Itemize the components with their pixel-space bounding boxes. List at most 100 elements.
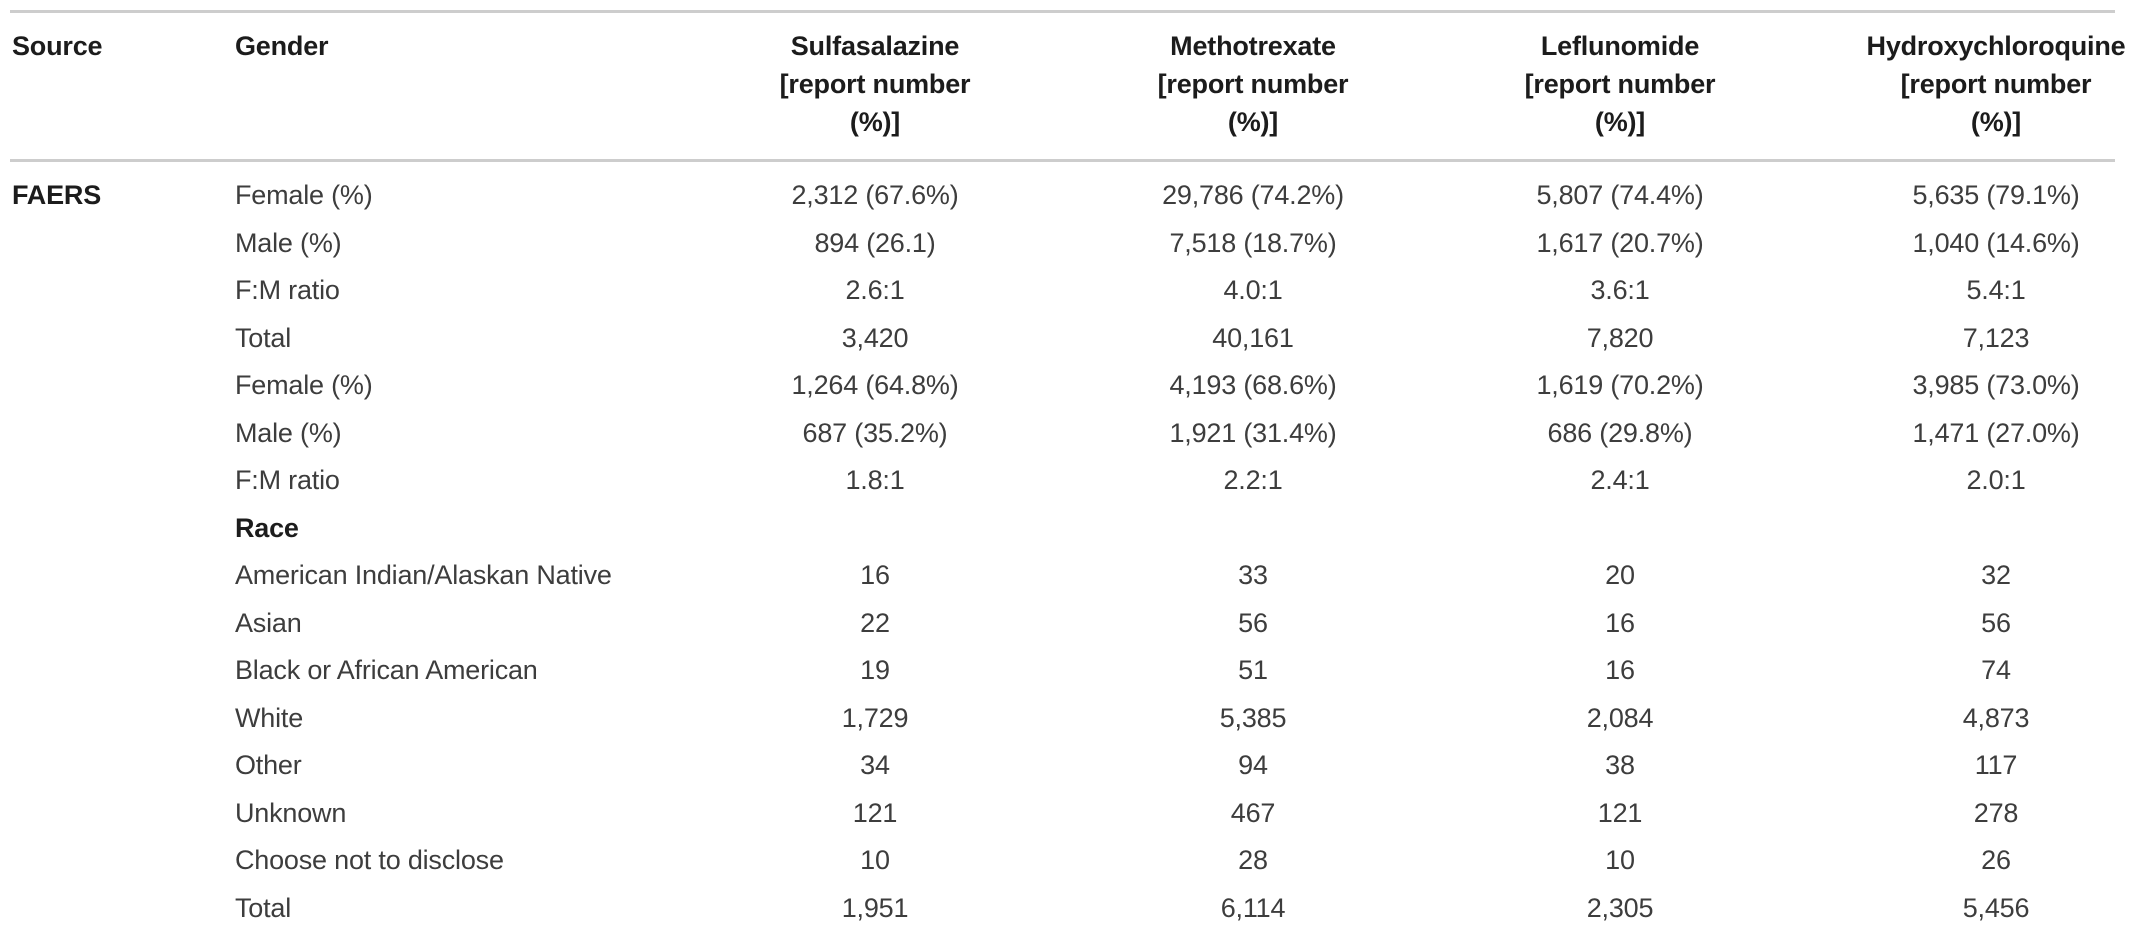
value-cell-methotrexate: 40,161: [1212, 322, 1294, 353]
value-cell-methotrexate: 467: [1230, 797, 1276, 828]
value-cell-sulfasalazine: 19: [860, 655, 890, 686]
header-label: Methotrexate [report number (%)]: [1157, 31, 1349, 137]
column-header-hydroxychloroquine: Hydroxychloroquine [report number (%)]: [1836, 0, 2156, 172]
value-cell-methotrexate: 4,193 (68.6%): [1169, 370, 1337, 401]
row-source-cell: [0, 885, 218, 932]
row-source-cell: [0, 552, 218, 600]
row-source-cell: [0, 505, 218, 553]
value-cell-methotrexate: 29,786 (74.2%): [1162, 180, 1344, 211]
table-row: F:M ratio 1.8:1 2.2:1 2.4:1 2.0:1: [0, 457, 2156, 505]
value-cell-methotrexate: 33: [1238, 560, 1268, 591]
header-label: Leflunomide [report number (%)]: [1524, 31, 1716, 137]
value-cell-hydroxychloroquine: 5,635 (79.1%): [1912, 180, 2080, 211]
table-row: Male (%) 687 (35.2%) 1,921 (31.4%) 686 (…: [0, 410, 2156, 458]
row-label-cell: Unknown: [235, 797, 347, 828]
value-cell-leflunomide: 3.6:1: [1590, 275, 1650, 306]
header-label: Hydroxychloroquine [report number (%)]: [1866, 31, 2126, 137]
table-row: Black or African American 19 51 16 74: [0, 647, 2156, 695]
table-body: FAERS Female (%) 2,312 (67.6%) 29,786 (7…: [0, 172, 2156, 932]
value-cell-leflunomide: 1,619 (70.2%): [1536, 370, 1704, 401]
row-label-cell: Male (%): [235, 417, 342, 448]
row-source-cell: [0, 647, 218, 695]
value-cell-hydroxychloroquine: [1836, 505, 2156, 553]
value-cell-methotrexate: [1102, 505, 1404, 553]
row-source-cell: [0, 695, 218, 743]
value-cell-methotrexate: 51: [1238, 655, 1268, 686]
table-row: Race: [0, 505, 2156, 553]
table-row: Other 34 94 38 117: [0, 742, 2156, 790]
table-row: FAERS Female (%) 2,312 (67.6%) 29,786 (7…: [0, 172, 2156, 220]
value-cell-methotrexate: 28: [1238, 845, 1268, 876]
row-label-cell: Black or African American: [235, 655, 538, 686]
column-header-leflunomide: Leflunomide [report number (%)]: [1404, 0, 1836, 172]
table-top-rule: [10, 10, 2115, 13]
value-cell-hydroxychloroquine: 26: [1981, 845, 2011, 876]
value-cell-leflunomide: 2,305: [1586, 892, 1654, 923]
value-cell-leflunomide: 38: [1605, 750, 1635, 781]
value-cell-sulfasalazine: 2,312 (67.6%): [791, 180, 959, 211]
value-cell-leflunomide: 16: [1605, 655, 1635, 686]
row-source-cell: [0, 790, 218, 838]
row-source-cell: [0, 220, 218, 268]
value-cell-hydroxychloroquine: 7,123: [1962, 322, 2030, 353]
value-cell-sulfasalazine: 1.8:1: [845, 465, 905, 496]
value-cell-sulfasalazine: 10: [860, 845, 890, 876]
row-label-cell: Race: [235, 512, 299, 543]
value-cell-hydroxychloroquine: 5.4:1: [1966, 275, 2026, 306]
row-source-cell: [0, 600, 218, 648]
value-cell-hydroxychloroquine: 1,040 (14.6%): [1912, 227, 2080, 258]
table-row: Unknown 121 467 121 278: [0, 790, 2156, 838]
value-cell-sulfasalazine: 3,420: [841, 322, 909, 353]
value-cell-leflunomide: 10: [1605, 845, 1635, 876]
value-cell-methotrexate: 56: [1238, 607, 1268, 638]
table-row: White 1,729 5,385 2,084 4,873: [0, 695, 2156, 743]
row-label-cell: F:M ratio: [235, 275, 340, 306]
value-cell-hydroxychloroquine: 2.0:1: [1966, 465, 2026, 496]
value-cell-hydroxychloroquine: 56: [1981, 607, 2011, 638]
row-label-cell: American Indian/Alaskan Native: [235, 560, 612, 591]
value-cell-leflunomide: 2.4:1: [1590, 465, 1650, 496]
value-cell-sulfasalazine: 687 (35.2%): [802, 417, 948, 448]
value-cell-leflunomide: 1,617 (20.7%): [1536, 227, 1704, 258]
table-row: Female (%) 1,264 (64.8%) 4,193 (68.6%) 1…: [0, 362, 2156, 410]
value-cell-methotrexate: 5,385: [1219, 702, 1287, 733]
value-cell-sulfasalazine: [648, 505, 1102, 553]
table-row: Male (%) 894 (26.1) 7,518 (18.7%) 1,617 …: [0, 220, 2156, 268]
value-cell-hydroxychloroquine: 32: [1981, 560, 2011, 591]
row-label-cell: Male (%): [235, 227, 342, 258]
value-cell-methotrexate: 4.0:1: [1223, 275, 1283, 306]
value-cell-hydroxychloroquine: 4,873: [1962, 702, 2030, 733]
value-cell-sulfasalazine: 1,729: [841, 702, 909, 733]
column-header-source: Source: [0, 0, 218, 172]
row-label-cell: F:M ratio: [235, 465, 340, 496]
value-cell-sulfasalazine: 1,264 (64.8%): [791, 370, 959, 401]
row-label-cell: Female (%): [235, 180, 373, 211]
value-cell-methotrexate: 6,114: [1220, 892, 1286, 923]
value-cell-leflunomide: [1404, 505, 1836, 553]
value-cell-hydroxychloroquine: 278: [1973, 797, 2019, 828]
value-cell-leflunomide: 2,084: [1586, 702, 1654, 733]
value-cell-hydroxychloroquine: 74: [1981, 655, 2011, 686]
table-row: American Indian/Alaskan Native 16 33 20 …: [0, 552, 2156, 600]
row-label-cell: White: [235, 702, 304, 733]
value-cell-leflunomide: 20: [1605, 560, 1635, 591]
table-row: Choose not to disclose 10 28 10 26: [0, 837, 2156, 885]
row-source-cell: [0, 362, 218, 410]
row-source-cell: [0, 742, 218, 790]
value-cell-sulfasalazine: 16: [860, 560, 890, 591]
header-label: Gender: [235, 31, 329, 61]
row-label-cell: Other: [235, 750, 302, 781]
value-cell-sulfasalazine: 34: [860, 750, 890, 781]
value-cell-hydroxychloroquine: 5,456: [1962, 892, 2030, 923]
row-source-cell: [0, 315, 218, 363]
value-cell-hydroxychloroquine: 1,471 (27.0%): [1912, 417, 2080, 448]
value-cell-leflunomide: 5,807 (74.4%): [1536, 180, 1704, 211]
value-cell-sulfasalazine: 1,951: [841, 892, 909, 923]
row-source-cell: [0, 457, 218, 505]
header-divider-rule: [10, 159, 2115, 162]
table-row: Asian 22 56 16 56: [0, 600, 2156, 648]
column-header-gender: Gender: [218, 0, 648, 172]
header-label: Sulfasalazine [report number (%)]: [779, 31, 971, 137]
value-cell-leflunomide: 686 (29.8%): [1547, 417, 1693, 448]
